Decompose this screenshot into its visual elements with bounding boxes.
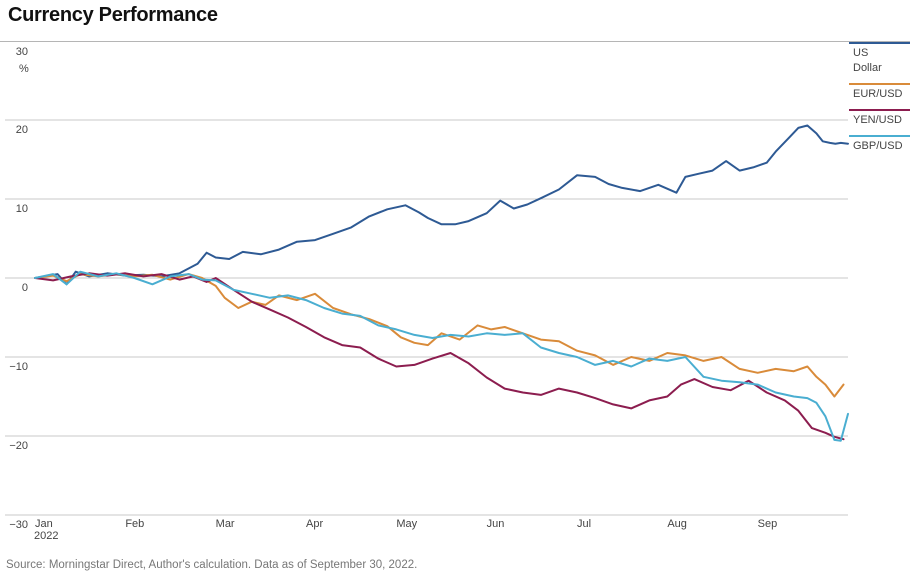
x-axis-tick-labels: Jan Feb Mar Apr May Jun Jul Aug Sep [35, 518, 777, 530]
y-tick-label: 10 [16, 203, 28, 215]
y-tick-label: 20 [16, 124, 28, 136]
y-tick-label: −30 [9, 519, 28, 531]
y-axis-tick-labels: 30 20 10 0 −10 −20 −30 [9, 46, 28, 531]
series-line-eur-usd [34, 273, 845, 398]
y-axis-unit-label: % [19, 63, 29, 75]
title-divider [0, 41, 910, 42]
legend: US Dollar EUR/USD YEN/USD GBP/USD [849, 42, 910, 152]
legend-label: EUR/USD [853, 88, 903, 100]
x-tick-label: Sep [758, 518, 778, 530]
x-tick-label: Apr [306, 518, 323, 530]
x-tick-label: May [396, 518, 417, 530]
series-lines [34, 124, 849, 442]
y-tick-label: 0 [22, 282, 28, 294]
x-tick-label: Feb [125, 518, 144, 530]
y-tick-label: −20 [9, 440, 28, 452]
y-tick-label: 30 [16, 46, 28, 58]
series-line-gbp-usd [34, 270, 849, 442]
chart-title: Currency Performance [8, 4, 218, 26]
y-tick-label: −10 [9, 361, 28, 373]
series-line-yen-usd [34, 272, 845, 441]
x-tick-label: Jul [577, 518, 591, 530]
series-line-us-dollar [34, 124, 849, 286]
x-tick-label: Jun [487, 518, 505, 530]
x-tick-label: Jan [35, 518, 53, 530]
x-tick-label: Aug [667, 518, 687, 530]
legend-label: YEN/USD [853, 114, 902, 126]
x-tick-label: Mar [216, 518, 235, 530]
x-axis-year-label: 2022 [34, 530, 58, 542]
source-note: Source: Morningstar Direct, Author's cal… [6, 559, 418, 571]
legend-label: GBP/USD [853, 140, 903, 152]
legend-label: Dollar [853, 62, 882, 74]
gridlines [5, 119, 848, 516]
legend-label: US [853, 47, 868, 59]
